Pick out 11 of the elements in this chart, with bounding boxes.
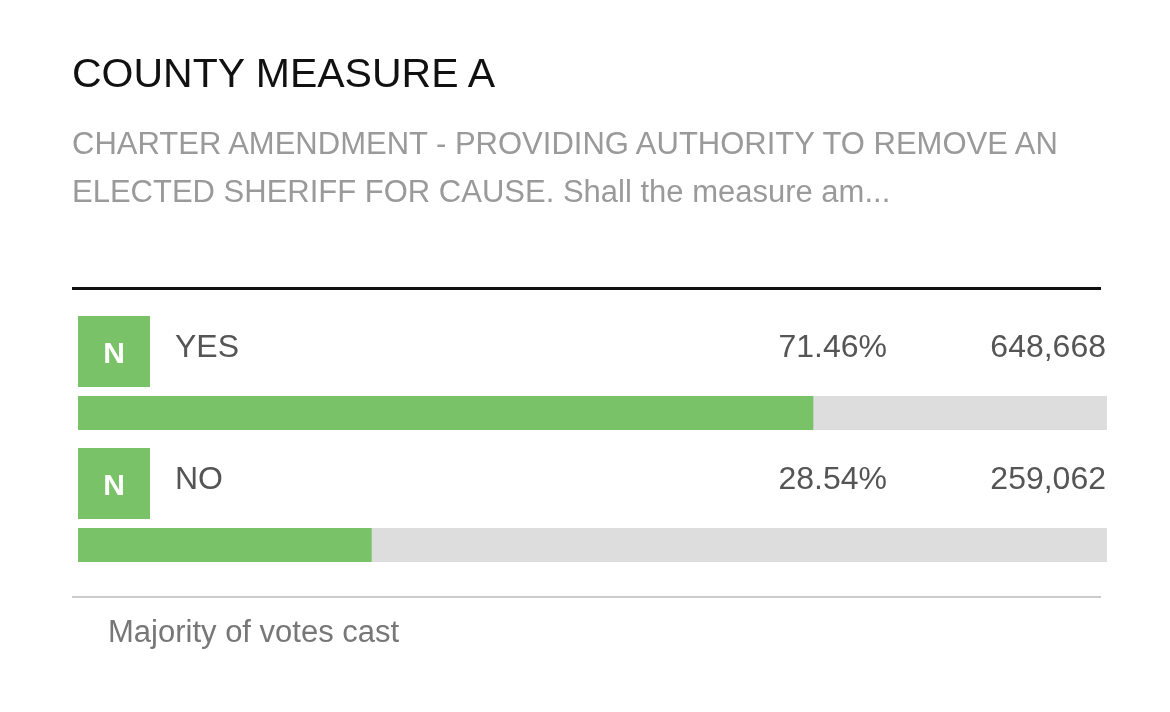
data-label: 28.54% xyxy=(778,460,887,496)
chart-title: COUNTY MEASURE A xyxy=(72,50,495,97)
text: Majority of votes cast xyxy=(108,614,400,650)
annotation: 259,062 xyxy=(990,460,1106,496)
y-tick-label: YES xyxy=(175,328,240,364)
annotation: N xyxy=(103,335,125,369)
chart-subtitle: CHARTER AMENDMENT - PROVIDING AUTHORITY TO REMOVE AN ELECTED SHERIFF FOR CAUSE. Shall the measure am... xyxy=(72,125,1059,211)
annotation: N xyxy=(103,467,125,501)
annotation: 648,668 xyxy=(990,328,1106,364)
data-label: 71.46% xyxy=(778,328,887,364)
y-tick-label: NO xyxy=(175,460,223,496)
